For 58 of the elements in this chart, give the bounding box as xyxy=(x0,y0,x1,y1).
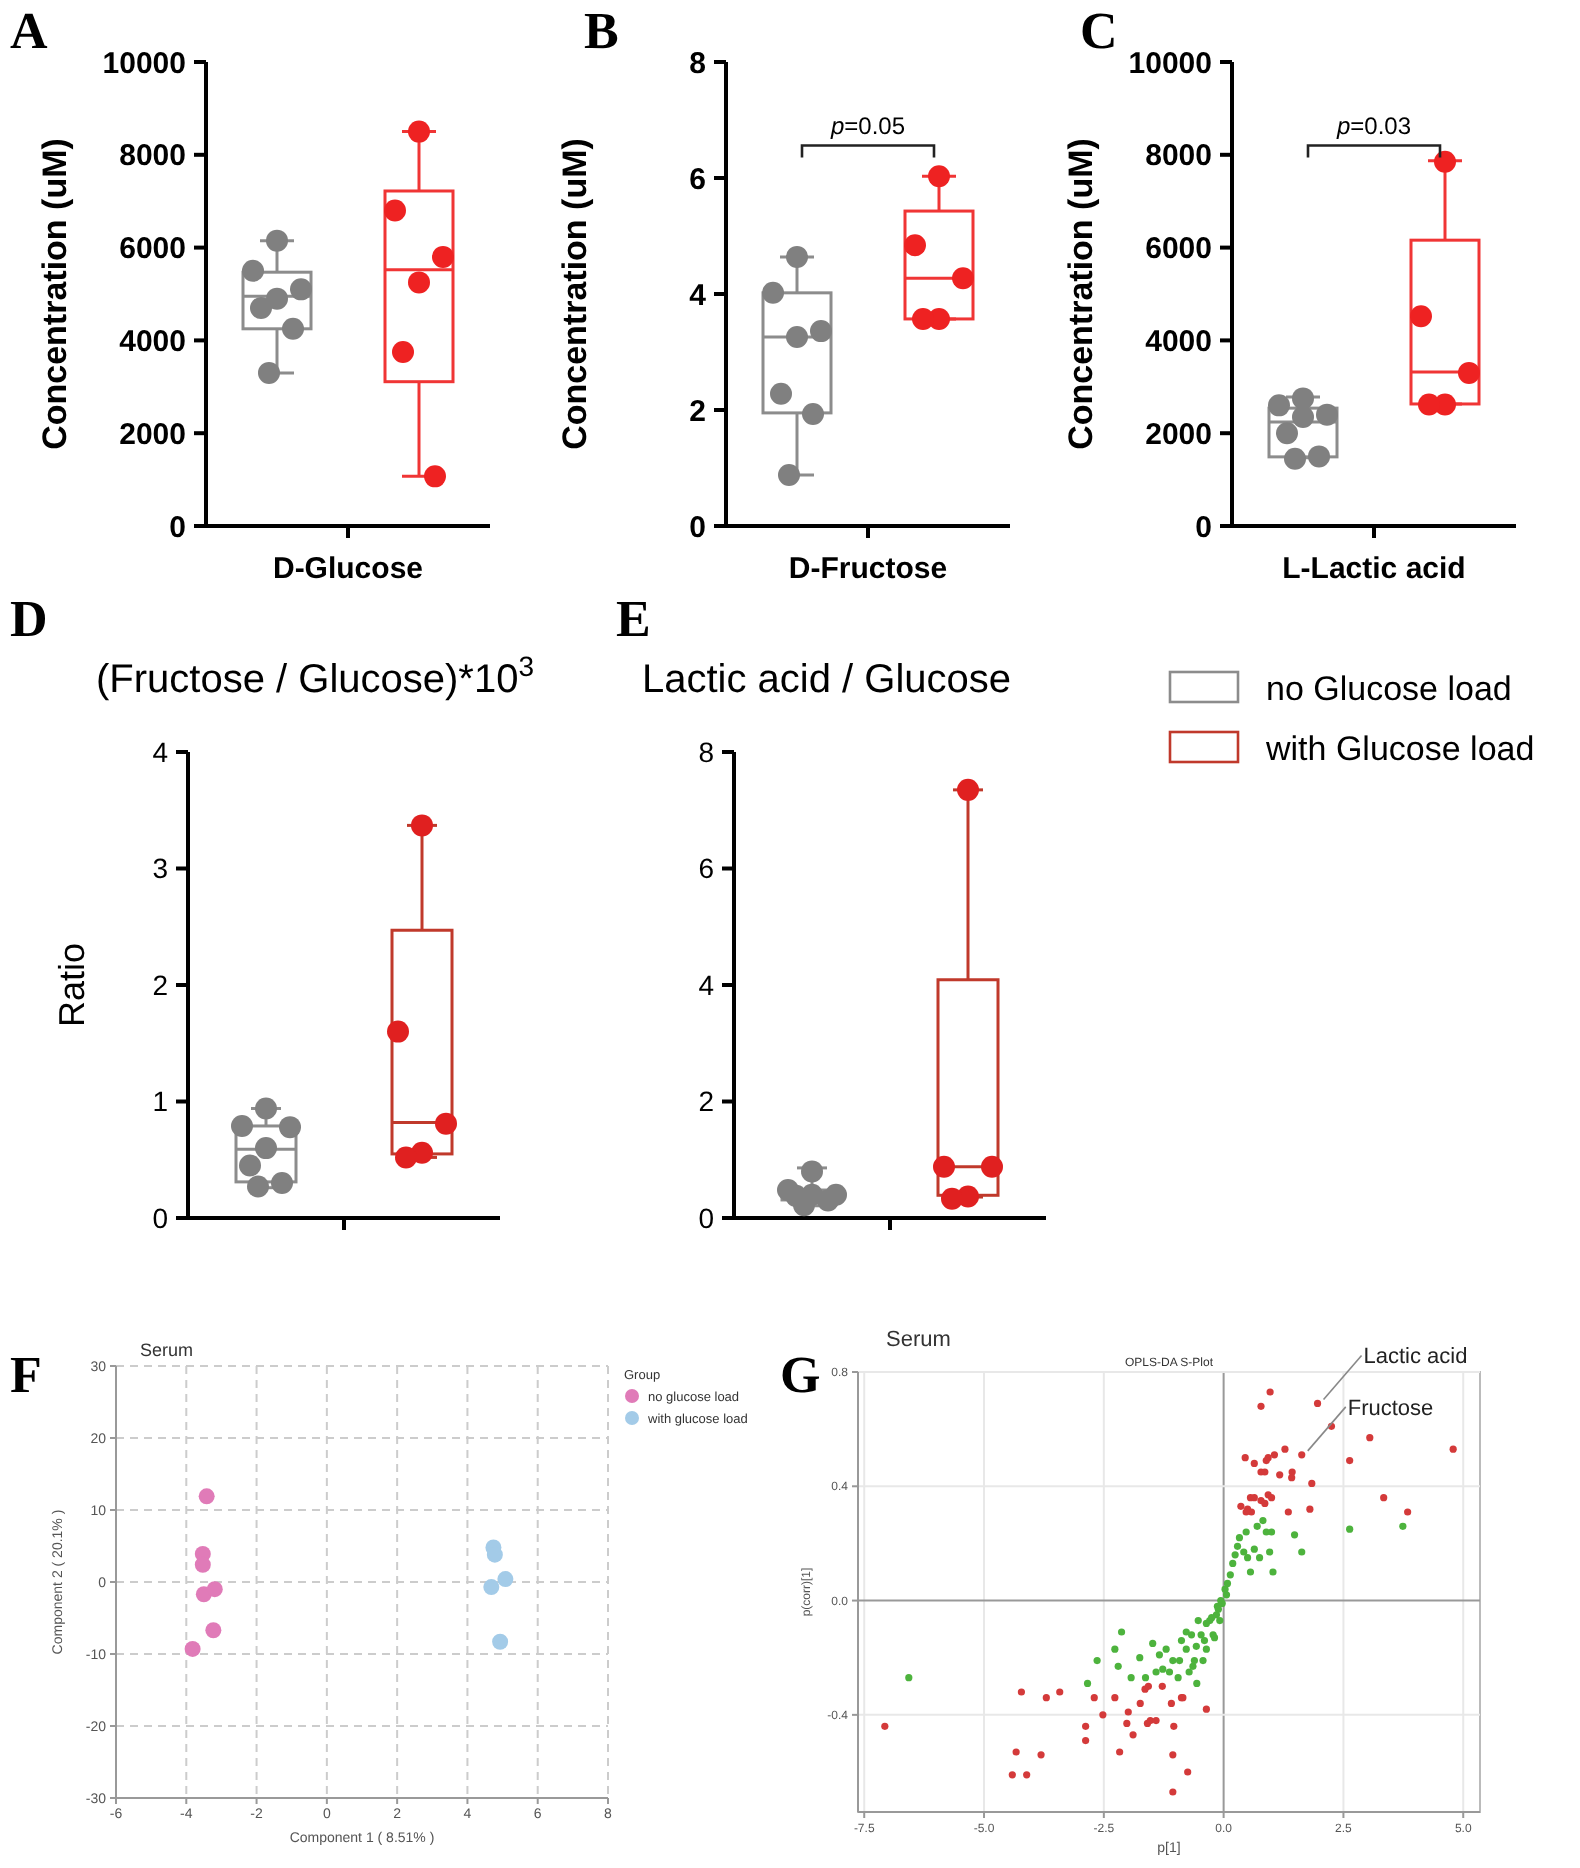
y-tick-label: 6 xyxy=(698,852,715,885)
point xyxy=(206,1581,223,1598)
y-tick-label: 8000 xyxy=(119,139,186,174)
text: D xyxy=(10,590,48,648)
chart-title: Serum xyxy=(886,1328,951,1352)
y-tick-label: 4 xyxy=(689,278,708,313)
y-tick-label: 6000 xyxy=(1145,232,1212,267)
y-tick-label: 10000 xyxy=(102,46,186,81)
text: E xyxy=(616,590,651,648)
y-tick-label: 0 xyxy=(698,1201,715,1234)
legend-label: with Glucose load xyxy=(1264,729,1535,768)
y-tick-label: 8000 xyxy=(1145,139,1212,174)
point xyxy=(184,1640,201,1657)
x-axis-title: D-Glucose xyxy=(272,552,424,586)
annotation: Lactic acid xyxy=(1363,1345,1468,1370)
annotation: p=0.05 xyxy=(828,111,906,140)
y-tick-label: 3 xyxy=(152,852,169,885)
y-tick-label: 2 xyxy=(698,1085,715,1118)
y-tick-label: 4 xyxy=(698,968,715,1001)
y-tick-label: 2000 xyxy=(119,417,186,452)
annotation: Fructose xyxy=(1347,1396,1434,1421)
x-axis-title: D-Fructose xyxy=(788,552,948,586)
y-axis-title: Ratio xyxy=(52,942,92,1028)
y-tick-label: 0 xyxy=(1195,510,1212,545)
y-tick-label: 4000 xyxy=(1145,324,1212,359)
point xyxy=(205,1622,222,1639)
text: A xyxy=(10,2,48,60)
text: C xyxy=(1080,2,1118,60)
point xyxy=(492,1633,509,1650)
text: G xyxy=(780,1346,821,1404)
y-tick-label: 0 xyxy=(152,1201,169,1234)
y-tick-label: 8 xyxy=(689,46,706,81)
text: F xyxy=(10,1346,42,1404)
annotation: p=0.03 xyxy=(1334,111,1412,140)
x-axis-title: L-Lactic acid xyxy=(1282,552,1466,586)
chart-title: Serum xyxy=(140,1340,194,1360)
point xyxy=(483,1579,500,1596)
y-axis-title: Concentration (uM) xyxy=(36,138,74,450)
y-axis-title: Concentration (uM) xyxy=(556,138,594,450)
y-tick-label: 8 xyxy=(698,735,715,768)
chart-title: Lactic acid / Glucose xyxy=(642,658,1012,702)
y-tick-label: 10000 xyxy=(1128,46,1212,81)
point xyxy=(198,1488,215,1505)
y-tick-label: 0 xyxy=(169,510,186,545)
y-axis-title: Concentration (uM) xyxy=(1062,138,1100,450)
y-tick-label: 2000 xyxy=(1145,417,1212,452)
chart-title: (Fructose / Glucose)*10$^{3}$ xyxy=(96,650,535,702)
y-tick-label: 4000 xyxy=(119,324,186,359)
point xyxy=(497,1571,514,1588)
y-tick-label: 2 xyxy=(152,968,169,1001)
y-tick-label: 6000 xyxy=(119,232,186,267)
y-tick-label: 4 xyxy=(152,735,169,768)
y-tick-label: 6 xyxy=(689,162,706,197)
y-tick-label: 2 xyxy=(689,394,706,429)
y-tick-label: 0 xyxy=(689,510,706,545)
legend-label: no Glucose load xyxy=(1266,669,1512,708)
y-tick-label: 1 xyxy=(152,1085,169,1118)
text: B xyxy=(584,2,619,60)
